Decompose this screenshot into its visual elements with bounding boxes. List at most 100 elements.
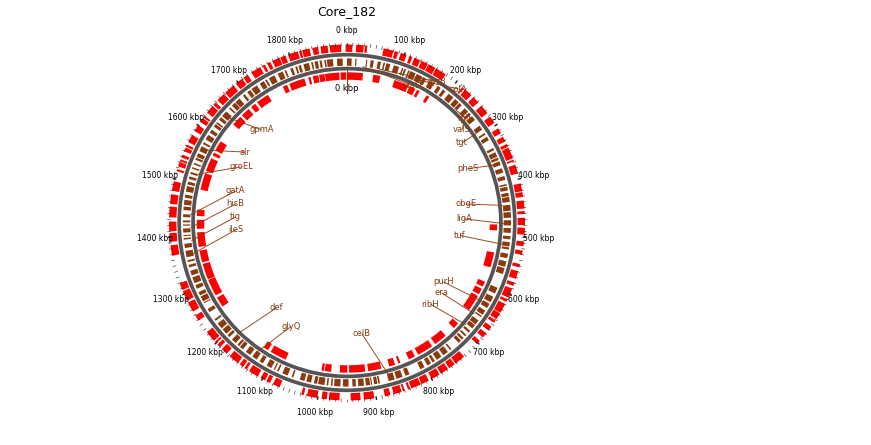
Wedge shape — [213, 124, 222, 131]
Wedge shape — [184, 237, 192, 240]
Wedge shape — [247, 90, 254, 98]
Wedge shape — [245, 362, 251, 369]
Wedge shape — [187, 182, 195, 186]
Wedge shape — [188, 299, 199, 312]
Wedge shape — [463, 292, 478, 310]
Wedge shape — [246, 346, 254, 355]
Text: gpmA: gpmA — [249, 125, 274, 134]
Wedge shape — [343, 379, 348, 387]
Wedge shape — [194, 125, 204, 135]
Wedge shape — [406, 382, 410, 390]
Wedge shape — [399, 53, 407, 62]
Wedge shape — [218, 94, 229, 105]
Wedge shape — [495, 168, 503, 175]
Text: 200 kbp: 200 kbp — [449, 66, 481, 75]
Wedge shape — [197, 220, 205, 229]
Wedge shape — [207, 106, 218, 117]
Text: 1500 kbp: 1500 kbp — [143, 171, 179, 180]
Text: tig: tig — [230, 212, 241, 222]
Wedge shape — [414, 74, 422, 83]
Wedge shape — [454, 335, 461, 343]
Wedge shape — [185, 194, 192, 199]
Wedge shape — [417, 360, 425, 369]
Wedge shape — [401, 384, 405, 392]
Wedge shape — [476, 106, 488, 117]
Wedge shape — [219, 117, 226, 125]
Wedge shape — [318, 377, 326, 385]
Wedge shape — [517, 227, 525, 235]
Wedge shape — [289, 78, 307, 91]
Wedge shape — [490, 224, 497, 231]
Wedge shape — [313, 75, 320, 84]
Wedge shape — [179, 281, 189, 290]
Wedge shape — [200, 293, 210, 301]
Wedge shape — [439, 89, 445, 97]
Wedge shape — [267, 375, 273, 383]
Text: 1400 kbp: 1400 kbp — [138, 234, 173, 243]
Wedge shape — [183, 224, 191, 226]
Wedge shape — [321, 363, 325, 371]
Text: 1100 kbp: 1100 kbp — [238, 387, 273, 396]
Wedge shape — [313, 47, 319, 55]
Wedge shape — [278, 72, 286, 81]
Wedge shape — [426, 81, 435, 90]
Wedge shape — [490, 310, 500, 319]
Wedge shape — [232, 103, 240, 111]
Wedge shape — [444, 94, 454, 103]
Wedge shape — [260, 372, 268, 380]
Wedge shape — [355, 45, 364, 53]
Wedge shape — [303, 63, 311, 72]
Wedge shape — [350, 392, 361, 400]
Wedge shape — [347, 72, 363, 81]
Wedge shape — [484, 117, 495, 127]
Text: 100 kbp: 100 kbp — [394, 36, 425, 45]
Text: ileS: ileS — [228, 226, 243, 235]
Wedge shape — [169, 206, 177, 218]
Wedge shape — [188, 263, 196, 267]
Wedge shape — [415, 340, 432, 355]
Wedge shape — [282, 367, 290, 376]
Wedge shape — [302, 49, 311, 57]
Text: 1700 kbp: 1700 kbp — [211, 66, 246, 75]
Wedge shape — [199, 289, 206, 295]
Wedge shape — [476, 279, 485, 287]
Wedge shape — [376, 61, 381, 69]
Text: celB: celB — [353, 329, 371, 338]
Wedge shape — [229, 107, 235, 113]
Text: valS: valS — [453, 125, 471, 134]
Wedge shape — [467, 320, 475, 328]
Wedge shape — [392, 385, 402, 394]
Wedge shape — [200, 173, 213, 191]
Wedge shape — [341, 73, 347, 80]
Wedge shape — [183, 288, 193, 300]
Wedge shape — [225, 85, 239, 98]
Wedge shape — [290, 68, 295, 76]
Wedge shape — [308, 77, 312, 85]
Wedge shape — [206, 328, 219, 341]
Wedge shape — [190, 269, 199, 275]
Wedge shape — [393, 51, 398, 59]
Wedge shape — [496, 266, 504, 274]
Wedge shape — [381, 63, 385, 70]
Wedge shape — [385, 63, 390, 71]
Wedge shape — [478, 133, 485, 138]
Wedge shape — [455, 103, 462, 110]
Wedge shape — [500, 144, 508, 150]
Wedge shape — [418, 61, 428, 70]
Wedge shape — [395, 370, 402, 379]
Wedge shape — [240, 359, 247, 367]
Wedge shape — [203, 142, 210, 148]
Wedge shape — [218, 319, 227, 328]
Wedge shape — [327, 59, 334, 67]
Wedge shape — [370, 377, 372, 385]
Wedge shape — [185, 243, 192, 248]
Wedge shape — [288, 52, 300, 61]
Wedge shape — [321, 45, 328, 54]
Wedge shape — [184, 206, 191, 210]
Wedge shape — [183, 228, 191, 233]
Wedge shape — [407, 56, 413, 64]
Wedge shape — [423, 95, 429, 103]
Wedge shape — [346, 44, 347, 52]
Wedge shape — [503, 220, 511, 226]
Wedge shape — [425, 64, 436, 74]
